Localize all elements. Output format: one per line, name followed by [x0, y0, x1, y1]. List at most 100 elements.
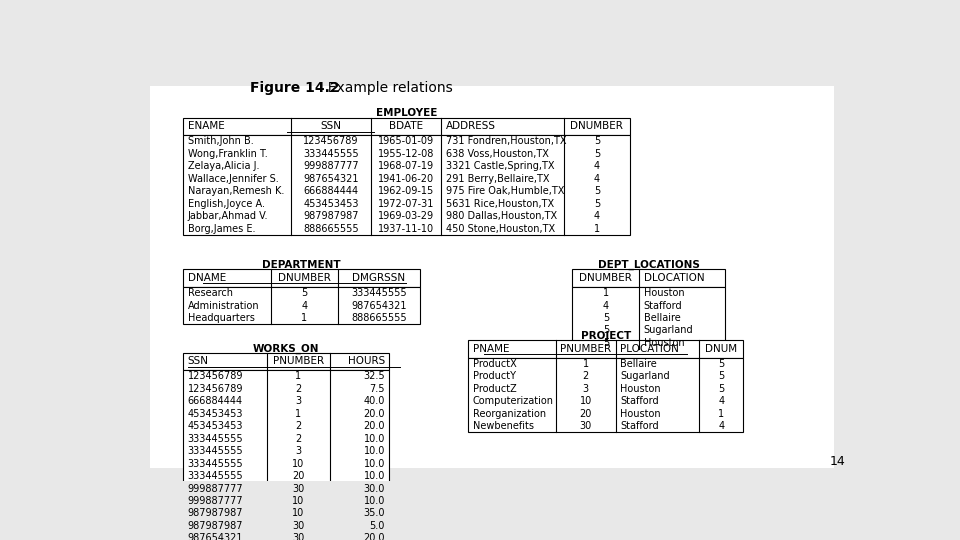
Text: DNUMBER: DNUMBER: [570, 122, 623, 131]
Text: 888665555: 888665555: [351, 313, 407, 323]
Text: 5: 5: [718, 384, 724, 394]
Text: 980 Dallas,Houston,TX: 980 Dallas,Houston,TX: [445, 211, 557, 221]
Text: 1968-07-19: 1968-07-19: [378, 161, 434, 171]
Text: HOURS: HOURS: [348, 356, 385, 366]
Text: Figure 14.2: Figure 14.2: [251, 82, 340, 96]
Text: SSN: SSN: [188, 356, 208, 366]
Text: Example relations: Example relations: [319, 82, 452, 96]
Text: 3: 3: [295, 446, 301, 456]
Text: 3321 Castle,Spring,TX: 3321 Castle,Spring,TX: [445, 161, 554, 171]
Text: 5: 5: [594, 149, 600, 159]
Text: Smith,John B.: Smith,John B.: [188, 136, 253, 146]
Text: 4: 4: [594, 174, 600, 184]
Text: DMGRSSN: DMGRSSN: [352, 273, 405, 283]
Text: 4: 4: [301, 301, 307, 310]
Text: 2: 2: [295, 421, 301, 431]
Text: 32.5: 32.5: [363, 371, 385, 381]
Text: DNUMBER: DNUMBER: [278, 273, 331, 283]
Bar: [183, 287, 420, 324]
Text: 4: 4: [603, 301, 609, 310]
Text: 10.0: 10.0: [364, 471, 385, 481]
Text: 1: 1: [295, 371, 301, 381]
Text: 453453453: 453453453: [188, 421, 243, 431]
Text: Borg,James E.: Borg,James E.: [188, 224, 255, 234]
Text: 731 Fondren,Houston,TX: 731 Fondren,Houston,TX: [445, 136, 566, 146]
Text: 1: 1: [603, 288, 609, 298]
Bar: [183, 269, 420, 287]
Text: 888665555: 888665555: [303, 224, 359, 234]
Text: 5: 5: [301, 288, 307, 298]
Text: 987654321: 987654321: [351, 301, 407, 310]
Bar: [468, 340, 743, 357]
Text: 10: 10: [580, 396, 592, 406]
Text: 1: 1: [594, 224, 600, 234]
Text: Sugarland: Sugarland: [644, 326, 693, 335]
Text: 4: 4: [718, 421, 724, 431]
Text: EMPLOYEE: EMPLOYEE: [375, 109, 437, 118]
Text: Headquarters: Headquarters: [188, 313, 254, 323]
Text: 123456789: 123456789: [303, 136, 359, 146]
Text: Jabbar,Ahmad V.: Jabbar,Ahmad V.: [188, 211, 268, 221]
Text: Stafford: Stafford: [620, 396, 659, 406]
Text: 5: 5: [594, 186, 600, 196]
Text: 333445555: 333445555: [188, 446, 243, 456]
Text: 30.0: 30.0: [364, 483, 385, 494]
Text: ProductY: ProductY: [472, 371, 516, 381]
Text: 5: 5: [603, 338, 609, 348]
Text: 333445555: 333445555: [188, 458, 243, 469]
Text: PNAME: PNAME: [472, 344, 509, 354]
Text: 20.0: 20.0: [364, 421, 385, 431]
Text: 10.0: 10.0: [364, 434, 385, 443]
Text: 4: 4: [718, 396, 724, 406]
Text: Newbenefits: Newbenefits: [472, 421, 534, 431]
Text: PNUMBER: PNUMBER: [273, 356, 324, 366]
Text: 987987987: 987987987: [188, 509, 243, 518]
Text: 975 Fire Oak,Humble,TX: 975 Fire Oak,Humble,TX: [445, 186, 564, 196]
Text: 987987987: 987987987: [303, 211, 359, 221]
Text: 3: 3: [295, 396, 301, 406]
Text: 1: 1: [301, 313, 307, 323]
Text: Narayan,Remesh K.: Narayan,Remesh K.: [188, 186, 284, 196]
Text: 123456789: 123456789: [188, 371, 243, 381]
Text: DNAME: DNAME: [188, 273, 226, 283]
Text: 10: 10: [292, 458, 304, 469]
Text: 333445555: 333445555: [188, 434, 243, 443]
Text: Sugarland: Sugarland: [620, 371, 669, 381]
Bar: [183, 118, 630, 135]
Text: Administration: Administration: [188, 301, 259, 310]
Text: 1: 1: [295, 409, 301, 419]
Text: 333445555: 333445555: [188, 471, 243, 481]
Text: Bellaire: Bellaire: [620, 359, 657, 369]
Text: 3: 3: [583, 384, 588, 394]
Text: 20: 20: [580, 409, 592, 419]
Text: 20: 20: [292, 471, 304, 481]
Text: 987654321: 987654321: [188, 534, 243, 540]
Text: 123456789: 123456789: [188, 384, 243, 394]
Text: 14: 14: [829, 455, 846, 468]
Text: 4: 4: [594, 211, 600, 221]
Bar: [183, 135, 630, 235]
Text: 5: 5: [718, 359, 724, 369]
Text: Zelaya,Alicia J.: Zelaya,Alicia J.: [188, 161, 259, 171]
Text: 1941-06-20: 1941-06-20: [378, 174, 434, 184]
Text: 2: 2: [295, 384, 301, 394]
Bar: [572, 287, 725, 349]
Text: 7.5: 7.5: [370, 384, 385, 394]
Text: BDATE: BDATE: [389, 122, 423, 131]
Text: 40.0: 40.0: [364, 396, 385, 406]
Text: ENAME: ENAME: [188, 122, 225, 131]
Text: 30: 30: [292, 483, 304, 494]
Bar: [468, 357, 743, 433]
Text: 30: 30: [580, 421, 592, 431]
Text: 5: 5: [594, 136, 600, 146]
Text: 453453453: 453453453: [188, 409, 243, 419]
Text: PLOCATION: PLOCATION: [620, 344, 679, 354]
Text: 10.0: 10.0: [364, 446, 385, 456]
Text: 10: 10: [292, 496, 304, 506]
Bar: [183, 370, 390, 540]
Text: Stafford: Stafford: [644, 301, 683, 310]
Text: 10.0: 10.0: [364, 496, 385, 506]
Text: PNUMBER: PNUMBER: [561, 344, 612, 354]
Text: 1: 1: [583, 359, 588, 369]
Text: 987654321: 987654321: [303, 174, 359, 184]
